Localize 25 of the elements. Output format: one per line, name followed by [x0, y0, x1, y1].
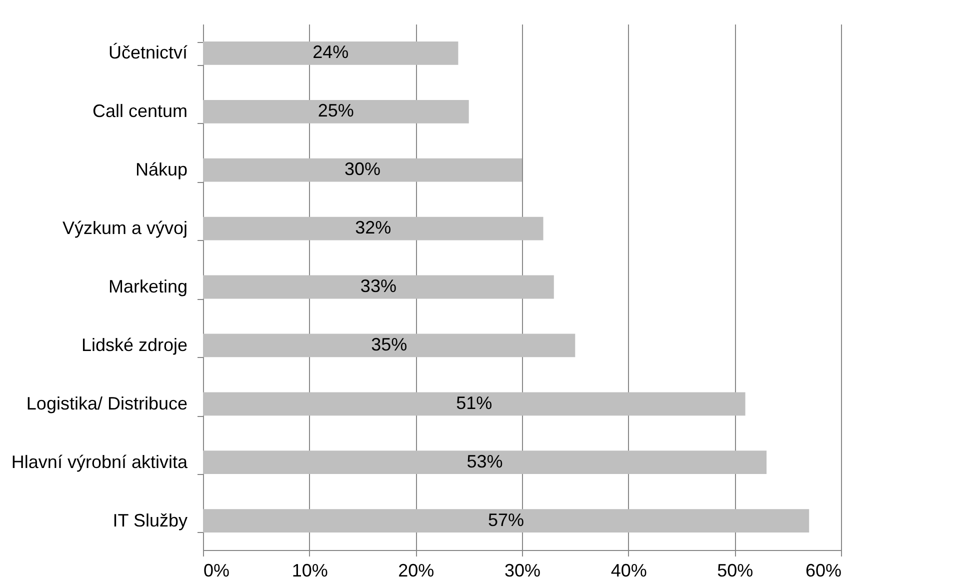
y-tick-label: Účetnictví [108, 42, 188, 63]
y-tick-label: Hlavní výrobní aktivita [11, 452, 188, 472]
y-tick-label: Logistika/ Distribuce [26, 393, 188, 414]
data-label: 32% [355, 218, 392, 238]
data-label: 33% [360, 276, 396, 296]
data-label: 35% [371, 334, 408, 354]
y-tick-label: Nákup [135, 160, 188, 180]
x-tick-label: 50% [717, 560, 754, 580]
data-label: 57% [488, 510, 524, 530]
x-tick-label: 20% [398, 560, 434, 580]
x-tick-label: 40% [610, 560, 647, 580]
data-label: 53% [466, 451, 503, 472]
data-label: 51% [456, 392, 492, 413]
y-tick-label: Marketing [108, 276, 188, 296]
data-label: 25% [318, 100, 354, 121]
y-tick-label: Lidské zdroje [81, 334, 188, 355]
x-tick-label: 10% [292, 560, 328, 580]
y-tick-label: IT Služby [112, 510, 188, 530]
x-tick-label: 60% [805, 560, 842, 580]
x-tick-label: 30% [504, 560, 541, 580]
data-label: 24% [312, 42, 349, 62]
x-tick-label: 0% [204, 560, 230, 580]
data-label: 30% [344, 159, 381, 180]
y-tick-label: Call centum [92, 101, 188, 122]
y-tick-label: Výzkum a vývoj [62, 218, 188, 238]
